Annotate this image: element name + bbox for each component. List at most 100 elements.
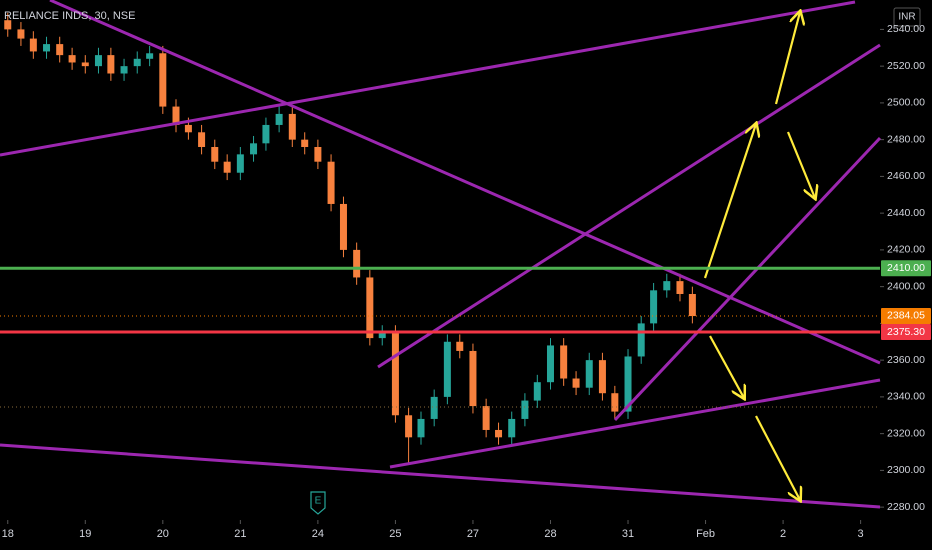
candle-body — [262, 124, 270, 144]
candle-body — [405, 415, 413, 438]
y-tick-label: 2420.00 — [887, 244, 925, 256]
x-tick-label: 19 — [79, 528, 91, 540]
candle-body — [159, 53, 167, 107]
y-tick-label: 2300.00 — [887, 464, 925, 476]
x-tick-label: 25 — [389, 528, 401, 540]
event-marker-label: E — [315, 496, 322, 507]
level-tag — [881, 324, 931, 341]
candle-body — [353, 249, 361, 278]
level-tag — [881, 307, 931, 324]
x-tick-label: Feb — [696, 528, 715, 540]
candle-body — [585, 360, 593, 388]
y-tick-label: 2280.00 — [887, 501, 925, 513]
candle-body — [172, 106, 180, 125]
event-marker-shape — [310, 491, 326, 515]
candle-body — [327, 161, 335, 204]
trendlines — [0, 0, 882, 509]
y-tick-label: 2340.00 — [887, 391, 925, 403]
y-tick-label: 2360.00 — [887, 354, 925, 366]
arrow — [786, 131, 815, 198]
arrow — [703, 124, 756, 279]
x-tick-label: 3 — [858, 528, 864, 540]
candle-body — [469, 350, 477, 407]
candle-body — [430, 396, 438, 419]
candle-body — [598, 360, 606, 394]
candle-body — [223, 161, 231, 173]
level-tag — [881, 260, 931, 277]
candle-body — [456, 341, 464, 351]
candle-body — [184, 124, 192, 133]
arrow — [755, 415, 800, 500]
trendline — [0, 443, 881, 509]
candle-body — [521, 400, 529, 419]
y-tick-label: 2460.00 — [887, 170, 925, 182]
y-tick-label: 2400.00 — [887, 280, 925, 292]
candle-body — [211, 146, 219, 162]
y-tick-label: 2480.00 — [887, 133, 925, 145]
x-tick-label: 27 — [467, 528, 479, 540]
candle-body — [546, 345, 554, 383]
x-tick-label: 20 — [157, 528, 169, 540]
candle-body — [495, 429, 503, 438]
trendline — [49, 0, 881, 365]
candle-body — [288, 113, 296, 140]
candle-body — [443, 341, 451, 397]
y-tick-label: 2440.00 — [887, 207, 925, 219]
candle-body — [688, 293, 696, 317]
candle-body — [68, 55, 76, 63]
trendline — [389, 378, 881, 469]
candle-body — [417, 418, 425, 438]
candle-body — [146, 53, 154, 59]
arrows — [703, 12, 815, 500]
y-tick-label: 2320.00 — [887, 427, 925, 439]
candle-body — [4, 20, 12, 30]
candle-body — [508, 418, 516, 438]
candle-body — [275, 113, 283, 125]
candle-body — [133, 58, 141, 67]
candle-body — [391, 332, 399, 416]
candle-body — [339, 203, 347, 250]
candle-body — [676, 281, 684, 294]
y-tick-label: 2520.00 — [887, 60, 925, 72]
candle-body — [29, 38, 37, 52]
candle-body — [198, 132, 206, 147]
candle-body — [482, 406, 490, 430]
trendline — [377, 43, 881, 369]
level-label: 2375.30 — [887, 326, 925, 338]
candle-body — [56, 44, 64, 56]
candle-body — [637, 323, 645, 357]
candle-body — [120, 66, 128, 74]
candle-body — [250, 143, 258, 155]
candle-body — [366, 277, 374, 339]
candle-body — [533, 382, 541, 401]
candle-body — [663, 281, 671, 291]
y-tick-label: 2540.00 — [887, 23, 925, 35]
candle-body — [17, 29, 25, 39]
x-tick-label: 24 — [312, 528, 324, 540]
level-label: 2410.00 — [887, 262, 925, 274]
arrow — [709, 335, 744, 398]
plot — [4, 12, 884, 524]
candle-body — [314, 146, 322, 162]
candle-body — [236, 154, 244, 173]
candle-body — [94, 55, 102, 67]
candle-body — [572, 378, 580, 388]
x-tick-label: 18 — [2, 528, 14, 540]
candle-body — [624, 356, 632, 412]
event-marker: E — [310, 491, 326, 515]
x-tick-label: 2 — [780, 528, 786, 540]
candle-body — [560, 345, 568, 379]
trendline — [0, 0, 856, 157]
currency-box — [893, 7, 921, 27]
x-tick-label: 31 — [622, 528, 634, 540]
x-tick-label: 21 — [234, 528, 246, 540]
chart-title: RELIANCE INDS, 30, NSE — [4, 10, 135, 22]
x-tick-label: 28 — [544, 528, 556, 540]
arrow — [774, 12, 800, 105]
candle-body — [107, 55, 115, 74]
candle-body — [650, 290, 658, 324]
candle-body — [611, 393, 619, 412]
